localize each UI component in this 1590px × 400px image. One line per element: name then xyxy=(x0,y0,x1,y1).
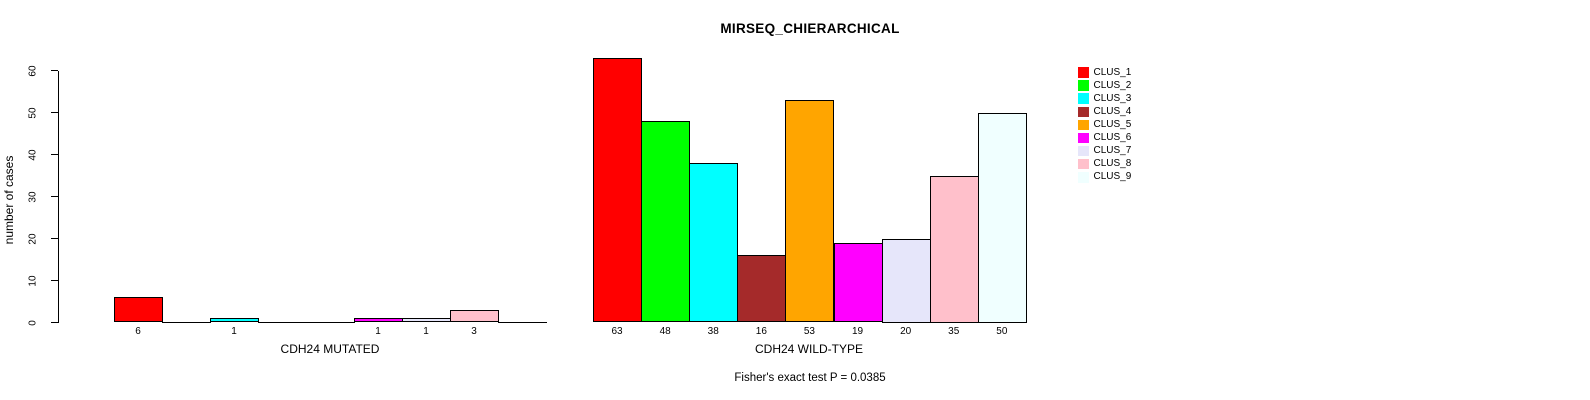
zero-bar-CLUS_9 xyxy=(498,321,547,323)
bar-value-label: 19 xyxy=(851,326,864,337)
legend-item-label: CLUS_6 xyxy=(1093,132,1132,144)
bar-value-label: 50 xyxy=(996,326,1008,337)
legend-item: CLUS_3 xyxy=(1078,92,1131,105)
bar-value-label: 6 xyxy=(135,326,141,337)
legend-item-label: CLUS_1 xyxy=(1093,66,1132,78)
legend-swatch xyxy=(1078,67,1089,78)
legend-swatch xyxy=(1078,132,1089,144)
y-tick-mark xyxy=(50,112,58,113)
y-tick-mark xyxy=(50,238,58,239)
y-tick-label: 20 xyxy=(27,232,39,245)
bar-CLUS_9 xyxy=(977,112,1027,323)
legend-swatch xyxy=(1078,172,1089,183)
bar-CLUS_1 xyxy=(114,297,163,323)
legend-item-label: CLUS_8 xyxy=(1093,158,1132,170)
bar-CLUS_6 xyxy=(833,242,883,323)
legend-item-label: CLUS_4 xyxy=(1093,105,1132,117)
bar-value-label: 35 xyxy=(948,326,960,337)
bar-value-label: 48 xyxy=(659,326,671,337)
fisher-test-caption: Fisher's exact test P = 0.0385 xyxy=(734,372,886,384)
y-tick-mark xyxy=(50,70,58,71)
x-label-wildtype: CDH24 WILD-TYPE xyxy=(754,342,864,356)
legend-swatch xyxy=(1078,158,1089,170)
legend-item: CLUS_5 xyxy=(1078,118,1131,131)
y-axis-line xyxy=(57,70,59,323)
bar-CLUS_7 xyxy=(402,318,451,323)
legend-swatch xyxy=(1078,119,1089,131)
legend-item: CLUS_1 xyxy=(1078,66,1131,79)
y-tick-label: 0 xyxy=(27,319,39,326)
bar-CLUS_2 xyxy=(641,120,691,323)
zero-bar-CLUS_2 xyxy=(162,321,211,323)
legend-swatch xyxy=(1078,80,1089,91)
bar-CLUS_6 xyxy=(354,318,403,323)
legend-item: CLUS_6 xyxy=(1078,131,1131,144)
bar-value-label: 1 xyxy=(231,326,237,337)
y-tick-label: 50 xyxy=(27,106,39,119)
legend-item-label: CLUS_9 xyxy=(1093,171,1132,183)
bar-CLUS_3 xyxy=(210,318,259,323)
y-tick-mark xyxy=(50,196,58,197)
zero-bar-CLUS_4 xyxy=(258,321,307,323)
chart-title: MIRSEQ_CHIERARCHICAL xyxy=(720,21,900,36)
y-axis-title: number of cases xyxy=(2,155,16,245)
legend-swatch xyxy=(1078,93,1089,104)
bar-value-label: 1 xyxy=(375,326,381,337)
bar-CLUS_1 xyxy=(593,57,643,323)
y-tick-mark xyxy=(50,322,58,323)
legend-item: CLUS_7 xyxy=(1078,145,1131,158)
legend-swatch xyxy=(1078,145,1089,157)
legend-item-label: CLUS_3 xyxy=(1093,92,1132,104)
y-tick-label: 10 xyxy=(27,274,39,287)
bar-CLUS_5 xyxy=(785,99,835,323)
bar-value-label: 63 xyxy=(611,326,623,337)
y-tick-label: 30 xyxy=(27,190,39,203)
legend-item-label: CLUS_5 xyxy=(1093,118,1132,130)
bar-value-label: 3 xyxy=(471,326,477,337)
legend-swatch xyxy=(1078,106,1089,118)
legend-item: CLUS_8 xyxy=(1078,158,1131,171)
legend-item: CLUS_9 xyxy=(1078,171,1131,184)
legend-item: CLUS_2 xyxy=(1078,79,1131,92)
bar-CLUS_7 xyxy=(881,238,931,323)
bar-value-label: 16 xyxy=(755,326,767,337)
bar-value-label: 20 xyxy=(900,326,912,337)
bar-value-label: 1 xyxy=(423,326,429,337)
bar-CLUS_4 xyxy=(737,255,787,323)
legend-item-label: CLUS_2 xyxy=(1093,79,1132,91)
bar-value-label: 53 xyxy=(803,326,815,337)
bar-value-label: 38 xyxy=(707,326,719,337)
bar-CLUS_8 xyxy=(929,175,979,323)
bar-CLUS_3 xyxy=(689,162,739,323)
y-tick-mark xyxy=(50,280,58,281)
zero-bar-CLUS_5 xyxy=(306,321,355,323)
legend-item-label: CLUS_7 xyxy=(1093,145,1132,157)
y-tick-mark xyxy=(50,154,58,155)
x-label-mutated: CDH24 MUTATED xyxy=(280,342,380,356)
bar-CLUS_8 xyxy=(450,309,499,323)
legend-item: CLUS_4 xyxy=(1078,105,1131,118)
legend: CLUS_1 CLUS_2 CLUS_3 CLUS_4 CLUS_5 CLUS_6 CLUS… xyxy=(1078,66,1131,184)
y-tick-label: 60 xyxy=(27,64,39,77)
y-tick-label: 40 xyxy=(27,148,39,161)
